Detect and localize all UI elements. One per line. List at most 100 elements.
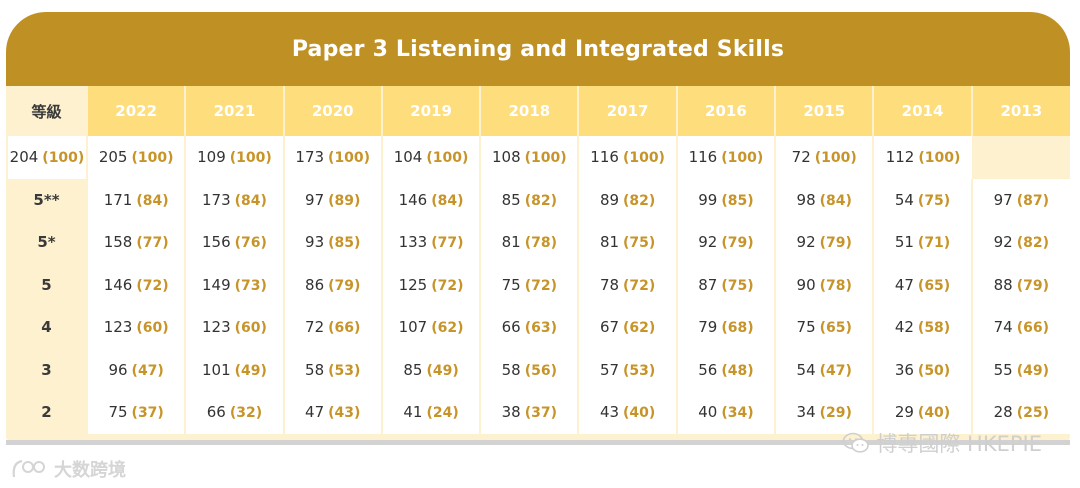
raw-score: 38 — [501, 403, 521, 422]
table-row: 3 96 (47) 101 (49) 58 (53) 85 (49) 58 (56) 57 (53) 56… — [7, 348, 1070, 391]
score-cell: 204 (100) — [6, 136, 87, 179]
score-cell: 43 (40) — [577, 391, 677, 434]
percent-score: (63) — [524, 320, 558, 337]
score-cell: 101 (49) — [184, 348, 284, 391]
raw-score: 43 — [599, 403, 620, 422]
percent-score: (56) — [524, 362, 558, 379]
score-cell: 93 (85) — [282, 221, 382, 264]
score-cell: 108 (100) — [479, 136, 579, 179]
score-cell: 66 (32) — [184, 391, 284, 434]
raw-score: 125 — [398, 275, 428, 294]
grade-label: 4 — [41, 318, 52, 337]
raw-score: 42 — [894, 318, 914, 337]
percent-score: (49) — [426, 362, 459, 379]
score-cell: 98 (84) — [774, 178, 874, 221]
raw-score: 87 — [698, 275, 718, 294]
percent-score: (60) — [234, 320, 267, 337]
score-cell: 133 (77) — [380, 221, 481, 264]
percent-score: (68) — [721, 320, 754, 337]
score-cell: 156 (76) — [184, 221, 284, 264]
raw-score: 79 — [698, 318, 718, 337]
percent-score: (85) — [721, 192, 754, 209]
score-cell: 112 (100) — [872, 136, 972, 179]
percent-score: (53) — [623, 362, 656, 379]
table-row: 204 (100) 205 (100) 109 (100) 173 (100) 104 (100)… — [6, 136, 1070, 179]
raw-score: 41 — [403, 403, 423, 422]
score-cell: 87 (75) — [675, 263, 776, 306]
grade-label: 5** — [33, 190, 60, 209]
raw-score: 78 — [599, 275, 620, 294]
score-cell: 171 (84) — [85, 178, 186, 221]
table-row: 5* 158 (77) 156 (76) 93 (85) 133 (77) 81 (78) 81 (75… — [7, 221, 1070, 264]
score-cell: 123 (60) — [184, 306, 284, 349]
score-cell: 29 (40) — [872, 391, 972, 434]
score-cell: 92 (79) — [774, 221, 874, 264]
raw-score: 58 — [501, 360, 521, 379]
wechat-icon — [843, 432, 870, 453]
score-cell: 40 (34) — [675, 391, 776, 434]
table-row: 5** 171 (84) 173 (84) 97 (89) 146 (84) 85 (82) 89 (8… — [7, 178, 1070, 221]
raw-score: 97 — [993, 190, 1013, 209]
raw-score: 92 — [698, 233, 718, 252]
year-header: 2020 — [282, 86, 382, 136]
percent-score: (79) — [1016, 277, 1050, 294]
raw-score: 54 — [894, 190, 914, 209]
score-cell: 173 (84) — [184, 178, 284, 221]
raw-score: 74 — [993, 318, 1013, 337]
brand-logo-icon — [12, 459, 45, 478]
percent-score: (89) — [328, 192, 361, 209]
raw-score: 57 — [599, 360, 620, 379]
score-table-panel: Paper 3 Listening and Integrated Skills … — [6, 12, 1070, 442]
percent-score: (66) — [328, 320, 361, 337]
raw-score: 34 — [796, 403, 816, 422]
year-header-row: 等級 2022 2021 2020 2019 2018 2017 2016 20… — [7, 86, 1070, 136]
percent-score: (73) — [234, 277, 267, 294]
percent-score: (75) — [721, 277, 754, 294]
raw-score: 54 — [796, 360, 816, 379]
percent-score: (25) — [1016, 405, 1050, 422]
score-cell: 99 (85) — [675, 178, 776, 221]
watermark-right-text: 博專國際 HKEPIE — [876, 432, 1042, 456]
year-header: 2018 — [479, 86, 579, 136]
score-cell: 72 (100) — [774, 136, 874, 179]
raw-score: 66 — [206, 403, 226, 422]
table-title: Paper 3 Listening and Integrated Skills — [6, 12, 1070, 86]
raw-score: 97 — [305, 190, 325, 209]
percent-score: (100) — [131, 150, 174, 167]
score-cell: 97 (89) — [282, 178, 382, 221]
raw-score: 29 — [894, 403, 914, 422]
score-cell: 72 (66) — [282, 306, 382, 349]
raw-score: 123 — [103, 318, 133, 337]
raw-score: 92 — [796, 233, 816, 252]
watermark-right: 博專國際 HKEPIE — [842, 428, 1042, 458]
score-cell: 205 (100) — [85, 136, 186, 179]
raw-score: 86 — [305, 275, 325, 294]
raw-score: 28 — [993, 403, 1013, 422]
percent-score: (60) — [136, 320, 169, 337]
percent-score: (62) — [431, 320, 464, 337]
score-cell: 123 (60) — [85, 306, 186, 349]
raw-score: 96 — [108, 360, 128, 379]
raw-score: 98 — [796, 190, 816, 209]
score-cell: 66 (63) — [479, 306, 579, 349]
raw-score: 51 — [894, 233, 914, 252]
score-cell: 78 (72) — [577, 263, 677, 306]
raw-score: 72 — [305, 318, 325, 337]
percent-score: (37) — [524, 405, 558, 422]
raw-score: 158 — [103, 233, 133, 252]
raw-score: 204 — [9, 148, 39, 167]
score-cell: 96 (47) — [85, 348, 186, 391]
percent-score: (100) — [814, 150, 857, 167]
score-cell: 92 (79) — [675, 221, 776, 264]
percent-score: (40) — [623, 405, 656, 422]
percent-score: (66) — [1016, 320, 1050, 337]
score-cell: 116 (100) — [577, 136, 677, 179]
score-cell: 54 (75) — [872, 178, 972, 221]
raw-score: 75 — [501, 275, 521, 294]
percent-score: (72) — [136, 277, 169, 294]
percent-score: (78) — [819, 277, 852, 294]
watermark-left-text: 大数跨境 — [54, 460, 126, 481]
raw-score: 47 — [894, 275, 914, 294]
score-cell: 55 (49) — [970, 348, 1070, 391]
year-header: 2013 — [970, 86, 1070, 136]
